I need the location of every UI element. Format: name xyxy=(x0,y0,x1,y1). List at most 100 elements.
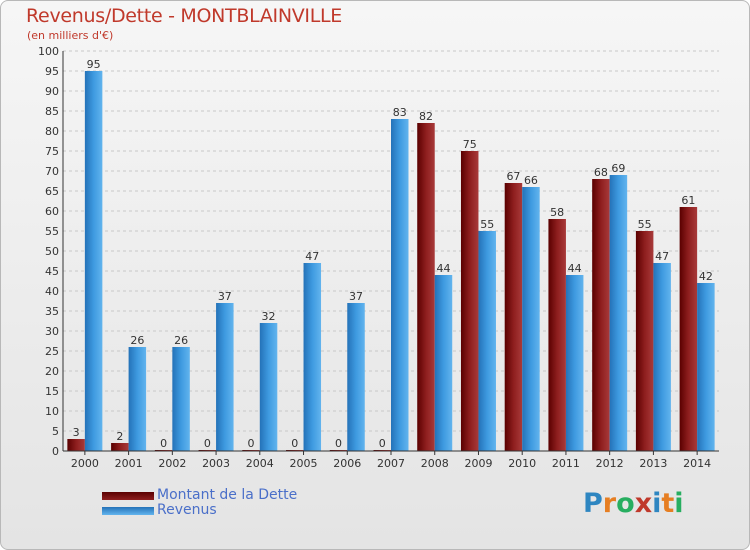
y-tick-label: 70 xyxy=(45,165,59,178)
y-tick-label: 20 xyxy=(45,365,59,378)
x-tick-label: 2010 xyxy=(508,457,536,470)
x-tick-label: 2011 xyxy=(552,457,580,470)
y-tick-label: 80 xyxy=(45,125,59,138)
bar-revenus xyxy=(609,175,628,451)
data-label-dette: 68 xyxy=(594,166,608,179)
x-tick-label: 2001 xyxy=(115,457,143,470)
y-tick-label: 95 xyxy=(45,65,59,78)
y-tick-label: 75 xyxy=(45,145,59,158)
bar-revenus xyxy=(478,231,496,451)
bar-dette xyxy=(417,123,435,451)
x-tick-label: 2008 xyxy=(421,457,449,470)
y-axis-ticks: 0 5 10 15 20 25 30 35 40 45 50 55 60 65 70 75 80 85 90 95 10… xyxy=(38,45,59,458)
data-label-dette: 0 xyxy=(335,437,342,450)
data-label-dette: 58 xyxy=(550,206,564,219)
bar-revenus xyxy=(653,263,671,451)
y-tick-label: 30 xyxy=(45,325,59,338)
data-label-dette: 67 xyxy=(506,170,520,183)
data-label-dette: 0 xyxy=(204,437,211,450)
y-tick-label: 10 xyxy=(45,405,59,418)
bar-revenus xyxy=(565,275,584,451)
y-tick-label: 90 xyxy=(45,85,59,98)
bar-dette xyxy=(592,179,610,451)
x-tick-label: 2009 xyxy=(464,457,492,470)
proxiti-logo: Proxiti xyxy=(583,488,684,519)
data-label-revenus: 26 xyxy=(174,334,188,347)
y-tick-label: 5 xyxy=(52,425,59,438)
data-label-revenus: 95 xyxy=(87,58,101,71)
bar-dette xyxy=(548,219,566,451)
y-tick-label: 55 xyxy=(45,225,59,238)
bar-revenus xyxy=(128,347,147,451)
data-label-revenus: 47 xyxy=(655,250,669,263)
y-tick-label: 100 xyxy=(38,45,59,58)
x-tick-label: 2012 xyxy=(596,457,624,470)
data-label-revenus: 44 xyxy=(436,262,450,275)
x-tick-label: 2014 xyxy=(683,457,711,470)
logo-letter: i xyxy=(652,488,662,519)
data-label-dette: 0 xyxy=(160,437,167,450)
logo-letter: x xyxy=(634,488,653,519)
bar-dette xyxy=(67,439,85,451)
bar-dette xyxy=(460,151,479,451)
y-tick-label: 65 xyxy=(45,185,59,198)
x-tick-label: 2000 xyxy=(71,457,99,470)
data-label-revenus: 44 xyxy=(568,262,582,275)
bar-revenus xyxy=(172,347,190,451)
y-tick-label: 85 xyxy=(45,105,59,118)
bar-revenus xyxy=(434,275,453,451)
bars xyxy=(67,71,715,451)
y-tick-label: 15 xyxy=(45,385,59,398)
bar-revenus xyxy=(84,71,103,451)
y-tick-label: 25 xyxy=(45,345,59,358)
logo-letter: i xyxy=(674,488,684,519)
legend-swatch-revenus xyxy=(102,507,154,515)
bar-revenus xyxy=(697,283,715,451)
legend-label-dette: Montant de la Dette xyxy=(157,487,298,503)
x-tick-label: 2004 xyxy=(246,457,274,470)
logo-letter: t xyxy=(661,488,675,519)
data-label-revenus: 66 xyxy=(524,174,538,187)
chart-title: Revenus/Dette - MONTBLAINVILLE xyxy=(26,5,343,27)
x-tick-label: 2006 xyxy=(333,457,361,470)
bar-dette xyxy=(635,231,654,451)
data-label-revenus: 83 xyxy=(393,106,407,119)
data-label-dette: 0 xyxy=(248,437,255,450)
y-tick-label: 60 xyxy=(45,205,59,218)
bar-revenus xyxy=(303,263,322,451)
y-tick-label: 45 xyxy=(45,265,59,278)
data-label-dette: 0 xyxy=(379,437,386,450)
data-label-revenus: 37 xyxy=(218,290,232,303)
logo-letter: r xyxy=(602,488,617,519)
data-label-revenus: 26 xyxy=(130,334,144,347)
y-tick-label: 35 xyxy=(45,305,59,318)
logo-letter: P xyxy=(583,488,603,519)
bar-dette xyxy=(504,183,523,451)
data-label-dette: 55 xyxy=(638,218,652,231)
bar-revenus xyxy=(259,323,278,451)
y-tick-label: 50 xyxy=(45,245,59,258)
data-label-dette: 3 xyxy=(73,426,80,439)
legend-label-revenus: Revenus xyxy=(157,502,217,518)
legend-swatch-dette xyxy=(102,492,154,500)
x-tick-label: 2005 xyxy=(290,457,318,470)
x-tick-label: 2002 xyxy=(158,457,186,470)
data-label-revenus: 37 xyxy=(349,290,363,303)
x-tick-label: 2013 xyxy=(639,457,667,470)
bar-dette xyxy=(679,207,698,451)
data-label-revenus: 42 xyxy=(699,270,713,283)
x-tick-label: 2007 xyxy=(377,457,405,470)
data-label-dette: 82 xyxy=(419,110,433,123)
data-label-dette: 2 xyxy=(116,430,123,443)
data-label-revenus: 55 xyxy=(480,218,494,231)
y-tick-label: 40 xyxy=(45,285,59,298)
data-label-dette: 75 xyxy=(463,138,477,151)
bar-revenus xyxy=(216,303,234,451)
bar-dette xyxy=(111,443,129,451)
bar-revenus xyxy=(391,119,409,451)
data-labels: 3 95 2 26 0 26 0 37 0 32 0 47 0 37 0 83 82 44 75 55 67 66 58 44… xyxy=(73,58,713,450)
chart-subtitle: (en milliers d'€) xyxy=(27,29,114,42)
data-label-revenus: 47 xyxy=(305,250,319,263)
x-axis-ticks: 2000 2001 2002 2003 2004 2005 2006 2007 2008 2009… xyxy=(71,451,711,470)
